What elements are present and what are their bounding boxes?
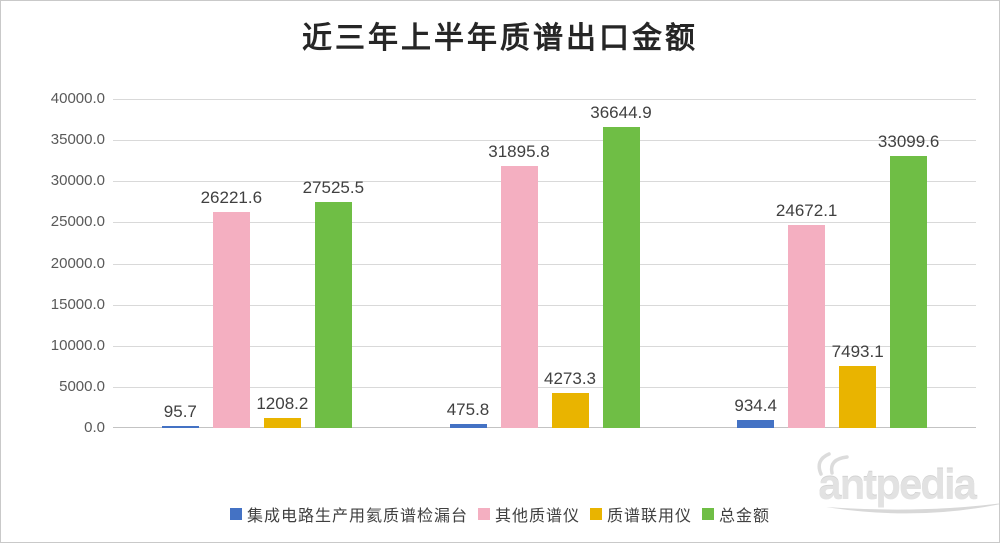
legend-item: 集成电路生产用氦质谱检漏台 [229,502,468,526]
x-axis-line [113,427,976,428]
y-tick-label: 25000.0 [50,213,105,230]
bar [737,420,775,428]
legend-swatch [477,508,490,520]
y-axis-labels: 40000.0 35000.0 30000.0 25000.0 20000.0 15000… [1,1,105,542]
bar-value-label: 475.8 [446,400,490,420]
watermark-logo: antpedia [817,452,999,514]
legend-swatch [590,508,602,520]
gridline [113,99,976,100]
y-tick-label: 10000.0 [50,337,105,354]
gridline [113,387,976,388]
bar-value-label: 33099.6 [877,131,940,151]
y-tick-label: 0.0 [84,419,105,436]
bar [161,426,199,428]
bar [551,392,589,428]
bar-value-label: 26221.6 [200,188,263,208]
bar-value-label: 4273.3 [544,368,596,388]
y-tick-label: 30000.0 [50,172,105,189]
legend-swatch [702,508,715,520]
y-tick-label: 20000.0 [50,255,105,272]
legend-swatch [229,508,242,520]
chart-title: 近三年上半年质谱出口金额 [302,21,698,56]
gridline [113,181,976,182]
y-tick-label: 5000.0 [59,378,105,395]
bar [314,201,352,428]
gridline [113,305,976,306]
bar [500,165,538,428]
bar-value-label: 934.4 [734,396,777,416]
plot-area: 95.7 26221.6 1208.2 27525.5 475.8 31895.8 4273… [113,99,976,428]
legend-item: 总金额 [702,502,770,526]
watermark-text: antpedia [818,461,977,508]
y-tick-label: 35000.0 [50,131,105,148]
gridline [113,264,976,265]
y-tick-label: 15000.0 [50,296,105,313]
legend-label: 集成电路生产用氦质谱检漏台 [246,506,468,525]
legend-label: 其他质谱仪 [494,506,580,525]
legend-label: 质谱联用仪 [607,506,693,525]
bar-value-label: 36644.9 [590,102,652,122]
bar [788,225,826,428]
legend-item: 其他质谱仪 [477,502,580,526]
gridline [113,222,976,223]
gridline [113,140,976,141]
legend-label: 总金额 [719,506,771,525]
bar [449,424,487,428]
bar-value-label: 7493.1 [831,342,884,362]
bar-value-label: 1208.2 [256,394,309,414]
bar-value-label: 27525.5 [302,177,365,197]
bar-value-label: 24672.1 [775,201,838,221]
bar-value-label: 31895.8 [488,141,550,161]
bar [890,155,928,428]
legend-item: 质谱联用仪 [590,502,692,526]
bar [602,126,640,428]
legend: 集成电路生产用氦质谱检漏台 其他质谱仪 质谱联用仪 总金额 [1,502,999,526]
bar [839,366,877,428]
ant-antennae-icon [817,452,850,476]
bar [212,212,250,428]
y-tick-label: 40000.0 [50,90,105,107]
gridline [113,346,976,347]
bar [263,418,301,428]
watermark-swoosh [826,503,999,514]
bar-value-label: 95.7 [163,402,197,421]
